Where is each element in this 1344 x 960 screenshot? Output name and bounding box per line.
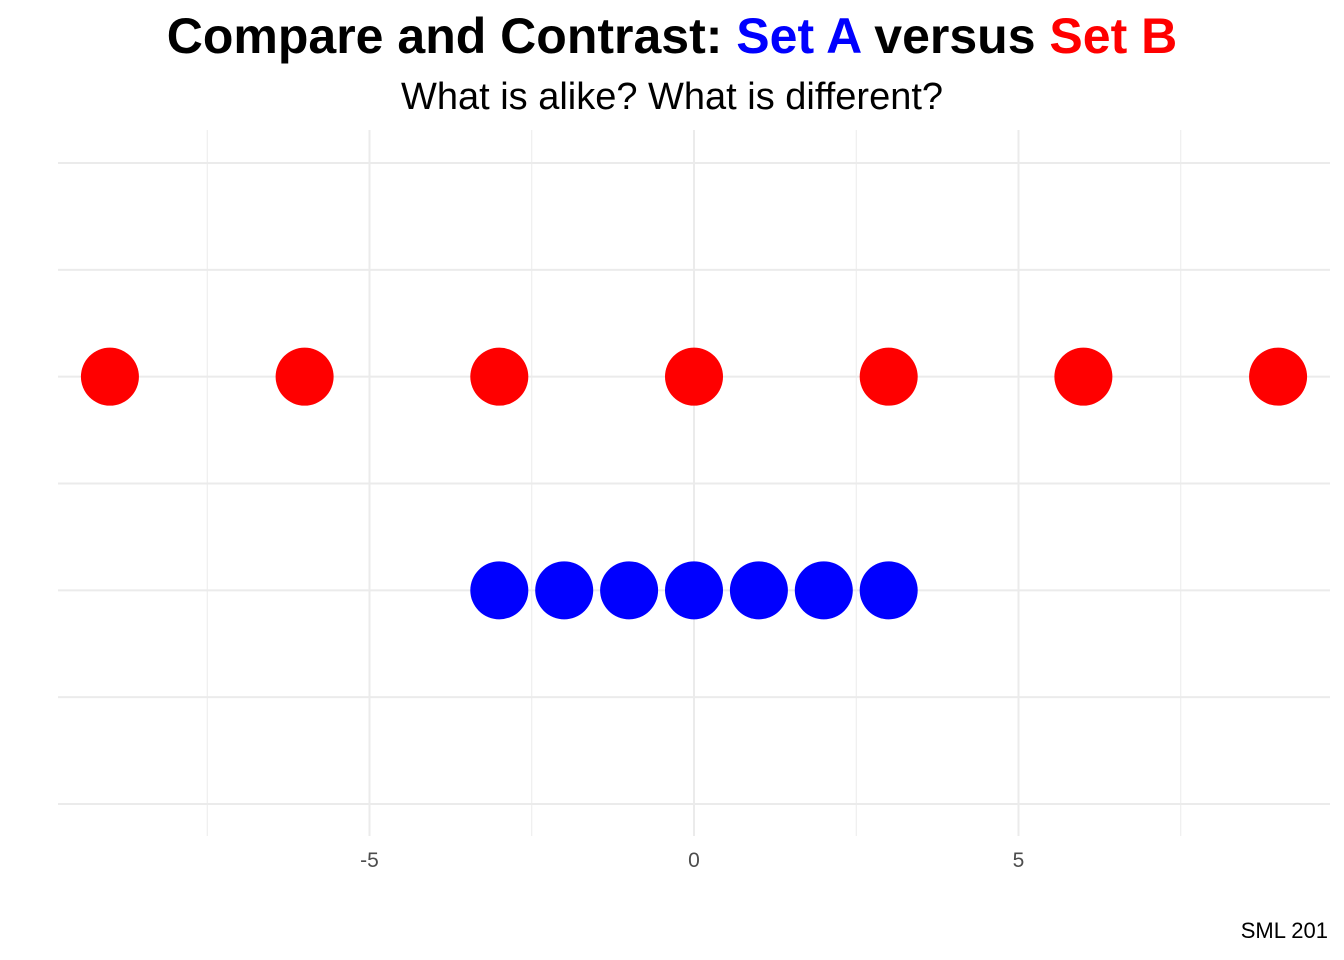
set-a-point <box>470 561 529 620</box>
set-a-point <box>859 561 918 620</box>
set-a-point <box>600 561 659 620</box>
set-a-point <box>794 561 853 620</box>
set-b-point <box>665 347 723 406</box>
set-a-point <box>535 561 594 620</box>
set-a-point <box>665 561 723 620</box>
set-b-point <box>1054 347 1113 406</box>
set-b-point <box>859 347 918 406</box>
x-tick-label: -5 <box>360 849 379 872</box>
set-a-point <box>729 561 788 620</box>
set-b-point <box>275 347 334 406</box>
set-b-point <box>1249 347 1308 406</box>
title-middle: versus <box>860 8 1050 64</box>
chart-title: Compare and Contrast: Set A versus Set B <box>0 6 1344 66</box>
set-b-point <box>470 347 529 406</box>
title-prefix: Compare and Contrast: <box>166 8 737 64</box>
x-tick-label: 0 <box>688 849 700 872</box>
caption: SML 201 <box>1240 918 1328 943</box>
title-set-a: Set A <box>736 8 861 64</box>
x-tick-label: 5 <box>1013 849 1025 872</box>
set-b-point <box>80 347 139 406</box>
title-set-b: Set B <box>1049 8 1178 64</box>
chart-subtitle: What is alike? What is different? <box>400 76 944 118</box>
